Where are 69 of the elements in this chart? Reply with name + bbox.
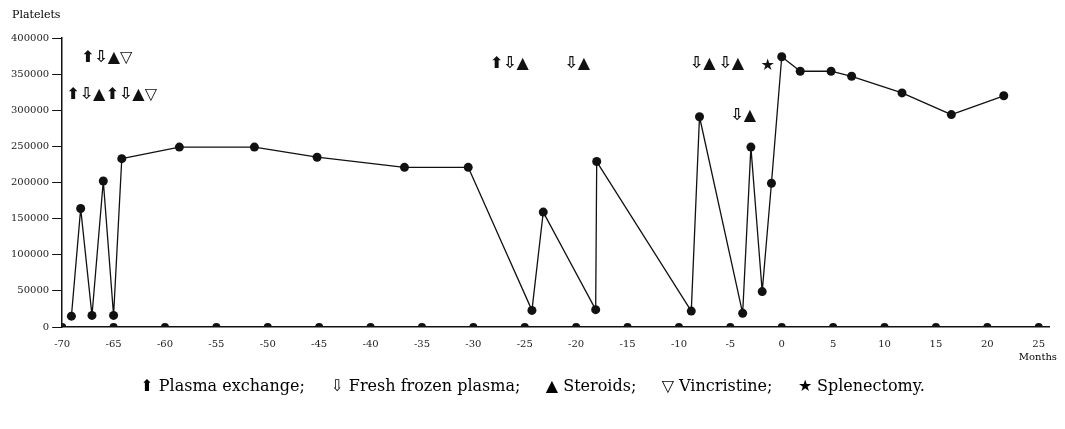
y-tick-label: 100000: [10, 248, 50, 260]
point: [738, 308, 748, 318]
x-tick-label: 25: [1032, 337, 1046, 349]
point: [766, 178, 776, 188]
y-tick-label: 50000: [17, 284, 50, 296]
point: [826, 66, 836, 76]
y-tick-label: 150000: [10, 212, 50, 224]
x-tick-label: -35: [413, 337, 431, 349]
x-tick-label: -15: [619, 337, 636, 349]
point: [757, 287, 767, 297]
y-tick-label: 0: [42, 320, 50, 332]
point: [946, 110, 956, 120]
x-tick-label: -70: [54, 337, 71, 349]
annotation: ⬆⇩▲: [489, 53, 530, 73]
x-tick-label: -5: [725, 337, 736, 349]
x-tick-label: -55: [208, 337, 225, 349]
point: [174, 142, 184, 152]
annotation: ⬆⇩▲: [66, 83, 107, 103]
point: [463, 162, 473, 172]
point: [249, 142, 259, 152]
x-tick-label: -40: [362, 337, 379, 349]
x-axis-title: Months: [1017, 351, 1057, 362]
x-tick-label: 15: [929, 337, 943, 349]
x-tick-label: -65: [105, 337, 122, 349]
point: [527, 305, 537, 315]
x-tick-label: -10: [670, 337, 687, 349]
point: [897, 88, 907, 98]
point: [538, 207, 548, 217]
point: [76, 204, 86, 214]
y-tick-label: 350000: [10, 67, 50, 79]
point: [98, 176, 108, 186]
point: [66, 311, 76, 321]
point: [109, 310, 119, 320]
annotation: ⇩▲: [564, 53, 591, 73]
x-tick-label: -60: [156, 337, 174, 349]
point: [592, 157, 602, 167]
x-tick-label: -45: [311, 337, 328, 349]
annotation: ★: [760, 54, 775, 74]
y-tick-label: 400000: [10, 31, 50, 43]
point: [399, 162, 409, 172]
point: [312, 152, 322, 162]
annotation: ⇩▲: [689, 53, 717, 73]
x-tick-label: 10: [878, 337, 891, 349]
x-tick-label: -50: [259, 337, 276, 349]
point: [87, 310, 97, 320]
y-axis-title: Platelets: [12, 8, 61, 21]
x-tick-label: -30: [465, 337, 482, 349]
x-tick-label: 20: [980, 337, 994, 349]
y-tick-label: 250000: [10, 139, 50, 151]
point: [686, 306, 696, 316]
point: [695, 112, 704, 122]
x-tick-label: 5: [829, 337, 837, 349]
point: [777, 52, 787, 62]
x-tick-label: 0: [778, 337, 785, 349]
annotation: ⇩▲: [730, 105, 757, 125]
x-tick-label: -25: [516, 337, 533, 349]
y-tick-label: 200000: [10, 176, 50, 188]
x-tick-label: -20: [568, 337, 585, 349]
annotation: ⬆⇩▲▽: [105, 83, 158, 103]
point: [847, 71, 857, 81]
point: [999, 91, 1009, 101]
point: [117, 154, 127, 164]
point: [795, 66, 805, 76]
annotation: ⇩▲: [718, 53, 745, 73]
y-tick-label: 300000: [10, 103, 50, 115]
point: [746, 142, 756, 152]
annotation: ⬆⇩▲▽: [80, 47, 133, 67]
text: ⬆ Plasma exchange; ⇩ Fresh frozen plasma; ▲ Steroids; ▽ Vincristine; ★ Splenectomy.: [139, 376, 926, 395]
point: [591, 305, 601, 315]
